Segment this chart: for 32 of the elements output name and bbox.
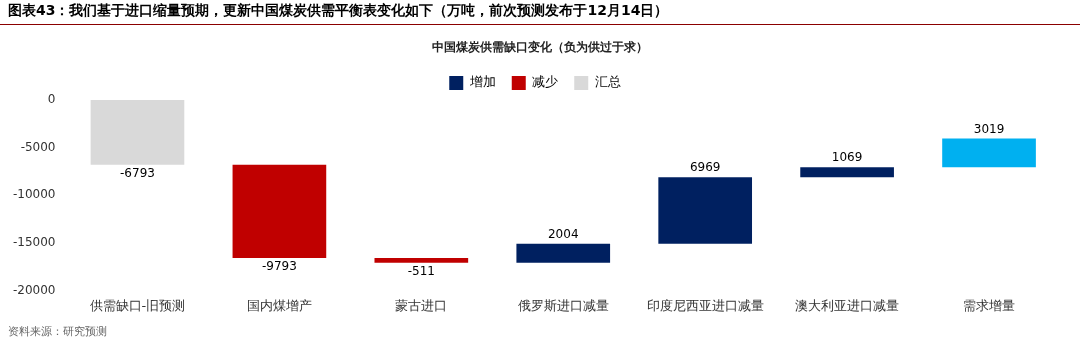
bar — [232, 164, 327, 258]
x-tick-label: 国内煤增产 — [246, 297, 312, 313]
data-label: 3019 — [973, 121, 1005, 136]
x-tick-label: 蒙古进口 — [395, 297, 448, 313]
legend-label: 减少 — [532, 74, 559, 90]
x-tick-label: 澳大利亚进口减量 — [795, 297, 900, 313]
x-tick-label: 供需缺口-旧预测 — [89, 297, 186, 313]
data-label: -6793 — [120, 165, 155, 180]
bar — [658, 177, 753, 244]
bar — [942, 138, 1036, 168]
y-tick-label: -15000 — [12, 234, 56, 249]
data-label: -511 — [407, 263, 435, 278]
y-tick-label: -5000 — [20, 139, 56, 154]
chart-subtitle: 中国煤炭供需缺口变化（负为供过于求） — [431, 39, 649, 56]
bar — [516, 243, 611, 263]
bar — [90, 100, 185, 165]
y-tick-label: 0 — [47, 92, 56, 107]
data-label: 1069 — [831, 150, 863, 165]
legend-label: 汇总 — [594, 74, 621, 90]
data-label: 2004 — [547, 226, 579, 241]
data-label: 6969 — [689, 160, 721, 175]
chart-title: 图表43：我们基于进口缩量预期，更新中国煤炭供需平衡表变化如下（万吨，前次预测发布于12月14日） — [0, 0, 1080, 25]
bar — [800, 167, 894, 178]
x-tick-label: 印度尼西亚进口减量 — [646, 297, 764, 313]
legend-label: 增加 — [468, 74, 496, 90]
data-label: -9793 — [261, 259, 297, 274]
bar — [374, 257, 469, 263]
text: 资料来源：研究预测 — [7, 324, 108, 340]
y-tick-label: -20000 — [12, 282, 56, 297]
x-tick-label: 俄罗斯进口减量 — [517, 297, 609, 313]
x-tick-label: 需求增量 — [963, 297, 1016, 313]
y-tick-label: -10000 — [12, 187, 56, 202]
